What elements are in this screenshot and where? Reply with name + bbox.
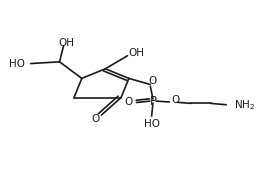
Text: NH$_2$: NH$_2$ (234, 98, 255, 112)
Text: HO: HO (144, 120, 160, 129)
Text: O: O (171, 95, 179, 105)
Text: HO: HO (9, 59, 25, 69)
Text: O: O (124, 98, 133, 108)
Text: O: O (149, 76, 157, 86)
Text: O: O (92, 114, 100, 124)
Text: OH: OH (128, 48, 144, 58)
Text: OH: OH (58, 38, 74, 48)
Text: P: P (149, 95, 156, 108)
